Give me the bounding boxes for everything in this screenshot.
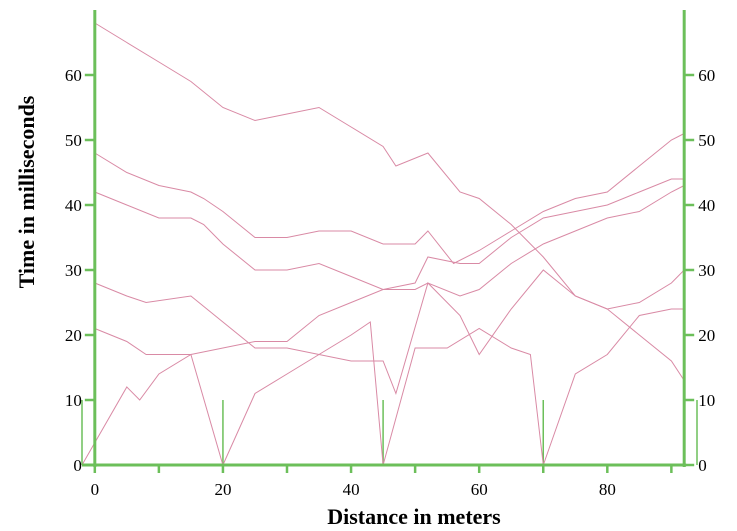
series-line-2 (94, 133, 685, 265)
y-tick-label-left: 50 (65, 131, 82, 150)
y-tick-label-left: 0 (73, 456, 82, 475)
y-tick-label-right: 60 (698, 66, 715, 85)
y-tick-label-right: 30 (698, 261, 715, 280)
x-tick-label: 40 (343, 480, 360, 499)
series-line-5 (94, 185, 685, 355)
x-axis-title: Distance in meters (327, 504, 501, 529)
x-tick-label: 20 (214, 480, 231, 499)
ticks-layer: 0 20 40 60 80 0 10 20 30 40 50 60 0 10 20 30 40 50 60 (65, 66, 715, 499)
y-tick-label-right: 40 (698, 196, 715, 215)
y-tick-label-left: 10 (65, 391, 82, 410)
axes-layer (82, 10, 687, 467)
x-tick-label: 80 (599, 480, 616, 499)
y-tick-label-left: 40 (65, 196, 82, 215)
x-tick-label: 0 (91, 480, 100, 499)
y-tick-label-right: 50 (698, 131, 715, 150)
y-tick-label-right: 0 (698, 456, 707, 475)
y-axis-title: Time in milliseconds (14, 95, 39, 288)
series-line-1 (94, 22, 685, 381)
y-tick-label-right: 20 (698, 326, 715, 345)
x-tick-label: 60 (471, 480, 488, 499)
y-tick-label-left: 30 (65, 261, 82, 280)
y-tick-label-left: 60 (65, 66, 82, 85)
series-line-3 (94, 178, 685, 291)
series-line-4 (94, 269, 685, 396)
series-layer (81, 22, 685, 467)
y-tick-label-left: 20 (65, 326, 82, 345)
y-tick-label-right: 10 (698, 391, 715, 410)
shot-markers (81, 400, 698, 465)
